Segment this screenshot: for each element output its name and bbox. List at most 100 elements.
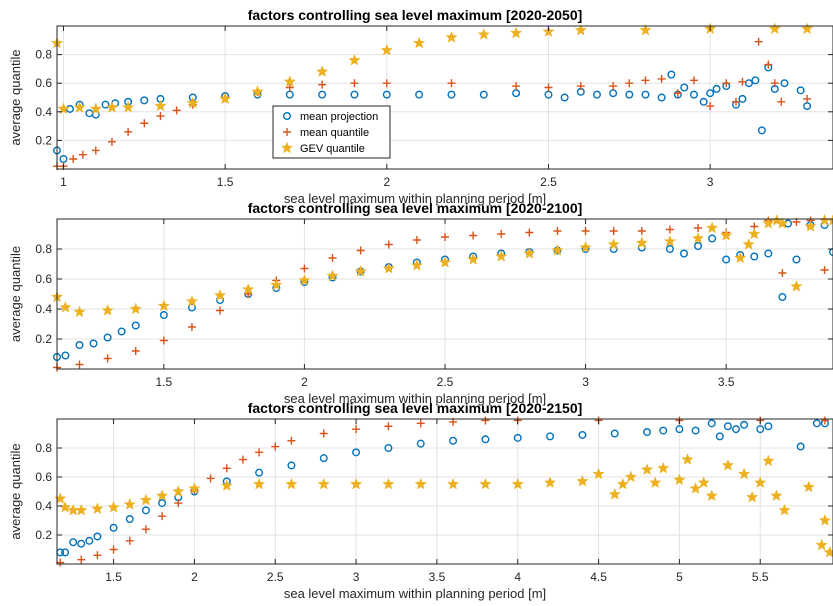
data-point: [56, 558, 65, 567]
data-point: [706, 89, 715, 98]
x-tick-label: 2.5: [540, 175, 557, 189]
x-tick-label: 3: [353, 570, 360, 584]
data-point: [742, 237, 755, 250]
y-tick-label: 0.2: [35, 133, 52, 147]
data-point: [271, 442, 280, 451]
data-point: [101, 303, 114, 316]
data-point: [639, 23, 652, 36]
data-point: [764, 422, 773, 431]
data-point: [525, 228, 534, 237]
y-tick-label: 0.8: [35, 441, 52, 455]
data-point: [815, 538, 828, 551]
data-point: [348, 53, 361, 66]
x-tick-label: 1.5: [217, 175, 234, 189]
data-point: [352, 425, 361, 434]
data-point: [641, 76, 650, 85]
data-point: [608, 487, 621, 500]
data-point: [707, 419, 716, 428]
x-tick-label: 1: [60, 175, 67, 189]
data-point: [823, 545, 833, 558]
data-point: [414, 477, 427, 490]
data-point: [105, 100, 119, 113]
data-point: [298, 273, 311, 286]
data-point: [523, 246, 536, 259]
data-point: [350, 79, 359, 88]
y-tick-label: 0.2: [35, 332, 52, 346]
data-point: [481, 416, 490, 425]
data-point: [61, 351, 70, 360]
x-axis-label: sea level maximum within planning period…: [284, 191, 546, 206]
data-point: [673, 89, 682, 98]
data-point: [648, 476, 662, 489]
data-point: [616, 477, 630, 490]
data-point: [382, 79, 391, 88]
chart-panel-1: 1 1.5 2 2.5 3 0.2 0.4 0.6 0.8 factors controlling…: [8, 7, 833, 206]
data-point: [449, 436, 458, 445]
x-tick-label: 2.5: [267, 570, 284, 584]
y-tick-label: 0.4: [35, 105, 52, 119]
data-point: [287, 436, 296, 445]
data-point: [778, 503, 791, 516]
data-point: [384, 422, 393, 431]
x-tick-label: 2: [383, 175, 390, 189]
data-point: [705, 221, 719, 234]
data-point: [740, 420, 749, 429]
data-point: [790, 279, 803, 292]
data-point: [384, 240, 393, 249]
data-point: [546, 432, 555, 441]
data-point: [174, 499, 183, 508]
data-point: [657, 461, 670, 474]
data-point: [318, 90, 327, 99]
data-point: [124, 127, 133, 136]
data-point: [73, 100, 86, 113]
data-point: [412, 36, 426, 49]
data-point: [542, 25, 555, 37]
data-point: [679, 249, 688, 258]
data-point: [326, 269, 339, 282]
series-GEV-quantile: [50, 213, 833, 318]
legend-label: mean projection: [300, 111, 378, 123]
x-tick-label: 5.5: [752, 570, 769, 584]
chart-title: factors controlling sea level maximum [2…: [248, 400, 583, 416]
axes-box: [56, 418, 833, 565]
y-tick-label: 0.6: [35, 272, 52, 286]
x-axis-label: sea level maximum within planning period…: [284, 391, 546, 406]
data-point: [285, 83, 294, 92]
chart-title: factors controlling sea level maximum [2…: [248, 7, 583, 23]
data-point: [820, 416, 829, 425]
y-axis-label: average quantile: [8, 246, 23, 342]
data-point: [445, 30, 458, 43]
data-point: [495, 249, 508, 262]
data-point: [187, 323, 196, 331]
data-point: [574, 23, 587, 36]
data-point: [77, 539, 86, 548]
x-tick-label: 1.5: [105, 570, 122, 584]
data-point: [511, 477, 524, 490]
data-point: [721, 458, 735, 471]
data-point: [776, 216, 789, 229]
data-point: [382, 477, 395, 490]
x-tick-label: 4.5: [590, 570, 607, 584]
data-point: [780, 79, 789, 88]
x-tick-label: 2: [301, 375, 308, 389]
data-point: [665, 225, 674, 234]
x-tick-label: 3: [707, 175, 714, 189]
data-point: [101, 100, 110, 109]
data-point: [356, 246, 365, 255]
data-point: [706, 102, 715, 111]
data-point: [172, 484, 185, 497]
data-point: [509, 26, 523, 39]
data-point: [252, 477, 266, 490]
data-point: [732, 97, 740, 106]
x-tick-label: 1.5: [155, 375, 172, 389]
legend-box: [272, 105, 391, 159]
data-point: [681, 453, 694, 465]
data-point: [141, 525, 150, 534]
data-point: [689, 482, 702, 494]
axes-box: [56, 25, 833, 170]
data-point: [665, 244, 674, 253]
data-point: [125, 536, 134, 545]
data-point: [158, 499, 167, 508]
data-point: [812, 419, 821, 428]
data-point: [129, 302, 142, 315]
